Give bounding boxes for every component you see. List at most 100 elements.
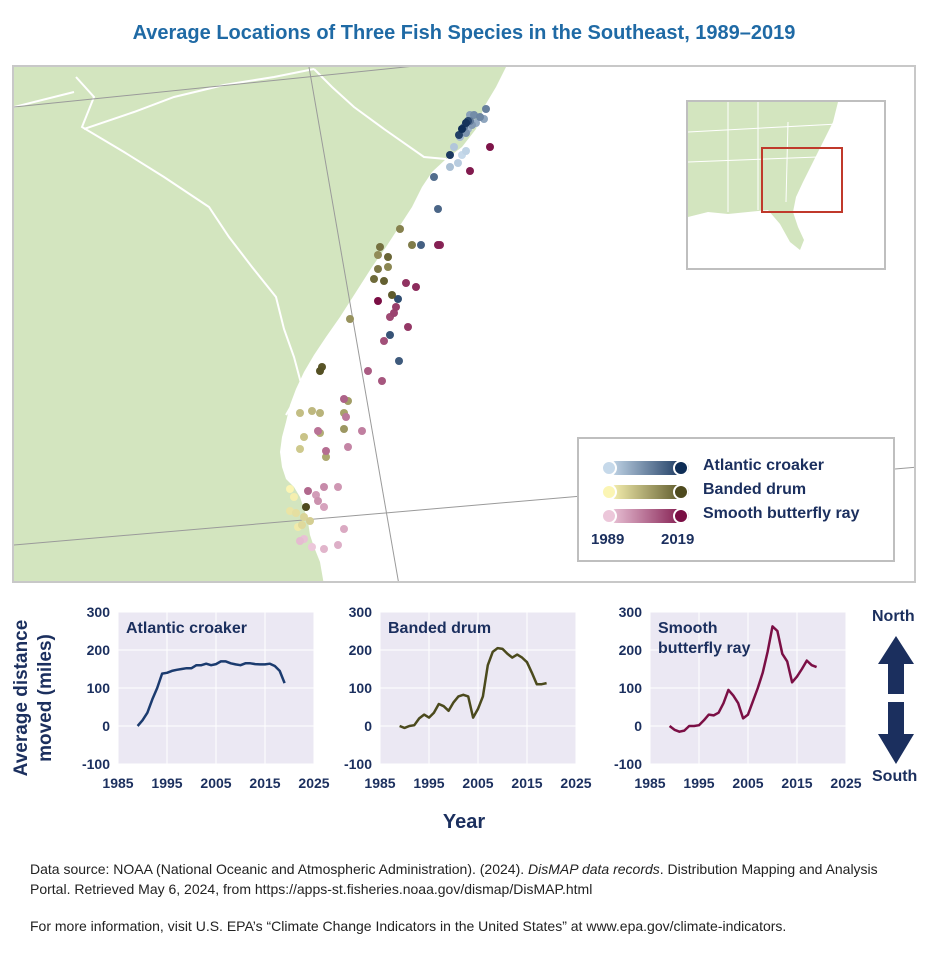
series-line <box>668 625 818 733</box>
fish-dot-croaker <box>417 241 425 249</box>
fish-dot-ray <box>392 303 400 311</box>
fish-dot-drum <box>322 453 330 461</box>
fish-dot-croaker <box>462 119 470 127</box>
state-borders <box>14 68 447 416</box>
chart-panel-3: 300 200 100 0 -100 1985 1995 2005 2015 2025 Smooth… <box>614 604 862 791</box>
legend-gradient-croaker <box>609 461 689 475</box>
series-line <box>136 660 286 727</box>
legend-gradient-ray <box>609 509 689 523</box>
map-panel: Atlantic croaker Banded drum Smooth butt… <box>12 65 916 583</box>
x-tick-label: 2015 <box>781 775 812 791</box>
data-source-note: Data source: NOAA (National Oceanic and … <box>30 861 878 897</box>
legend-label-drum: Banded drum <box>703 481 807 498</box>
fish-dot-drum <box>374 265 382 273</box>
south-label: South <box>872 768 918 785</box>
fish-dot-drum <box>408 241 416 249</box>
x-tick-label: 1985 <box>102 775 133 791</box>
series-line <box>399 646 547 730</box>
y-tick-label: 300 <box>349 604 373 620</box>
legend-start-year: 1989 <box>591 531 625 548</box>
y-tick-label: 100 <box>87 680 111 696</box>
legend-end-year: 2019 <box>661 531 695 548</box>
fish-dot-drum <box>300 513 308 521</box>
land-south <box>140 562 275 581</box>
legend-label-croaker: Atlantic croaker <box>703 457 824 474</box>
x-tick-label: 2015 <box>511 775 542 791</box>
fish-dot-drum <box>286 485 294 493</box>
fish-location-dots <box>286 105 494 553</box>
x-axis-label: Year <box>442 811 486 833</box>
fish-dot-drum <box>376 243 384 251</box>
fish-dot-ray <box>314 427 322 435</box>
y-tick-label: -100 <box>614 756 642 772</box>
fish-dot-ray <box>378 377 386 385</box>
line-charts: 300 200 100 0 -100 1985 1995 2005 2015 2025 Atlant… <box>82 604 862 791</box>
y-tick-label: 0 <box>634 718 642 734</box>
fish-dot-ray <box>486 143 494 151</box>
fish-dot-ray <box>314 497 322 505</box>
fish-dot-croaker <box>454 159 462 167</box>
fish-dot-croaker <box>446 151 454 159</box>
fish-dot-drum <box>346 315 354 323</box>
legend-label-ray: Smooth butterfly ray <box>703 505 860 522</box>
fish-dot-ray <box>380 337 388 345</box>
x-tick-label: 2005 <box>732 775 763 791</box>
chart-panel-title: Banded drum <box>388 620 491 637</box>
fish-dot-ray <box>296 537 304 545</box>
north-label: North <box>872 608 915 625</box>
fish-dot-ray <box>320 503 328 511</box>
y-tick-label: 0 <box>102 718 110 734</box>
fish-dot-drum <box>290 493 298 501</box>
fish-dot-drum <box>308 407 316 415</box>
x-tick-label: 1995 <box>683 775 714 791</box>
fish-dot-drum <box>296 409 304 417</box>
fish-dot-ray <box>402 279 410 287</box>
fish-dot-croaker <box>455 131 463 139</box>
fish-dot-croaker <box>462 147 470 155</box>
fish-dot-croaker <box>394 295 402 303</box>
chart-title: Average Locations of Three Fish Species … <box>132 22 796 44</box>
south-arrow-icon <box>878 702 914 764</box>
fish-dot-drum <box>316 409 324 417</box>
fish-dot-croaker <box>458 125 466 133</box>
fish-dot-drum <box>380 277 388 285</box>
y-tick-label: 300 <box>619 604 643 620</box>
x-tick-label: 2025 <box>830 775 861 791</box>
fish-dot-croaker <box>446 163 454 171</box>
north-south-arrows <box>878 636 914 764</box>
fish-dot-croaker <box>450 143 458 151</box>
fish-dot-ray <box>340 525 348 533</box>
fish-dot-ray <box>358 427 366 435</box>
fish-dot-drum <box>316 367 324 375</box>
fish-dot-ray <box>334 541 342 549</box>
legend: Atlantic croaker Banded drum Smooth butt… <box>577 437 895 562</box>
fish-dot-drum <box>302 503 310 511</box>
land-mass <box>14 67 506 581</box>
fish-dot-ray <box>322 447 330 455</box>
x-tick-label: 2005 <box>200 775 231 791</box>
more-info-note: For more information, visit U.S. EPA’s “… <box>30 918 787 934</box>
x-tick-label: 1995 <box>413 775 444 791</box>
fish-dot-ray <box>412 283 420 291</box>
fish-dot-drum <box>300 433 308 441</box>
x-tick-label: 2025 <box>560 775 591 791</box>
x-tick-label: 1995 <box>151 775 182 791</box>
fish-dot-ray <box>344 443 352 451</box>
fish-dot-drum <box>384 253 392 261</box>
fish-dot-croaker <box>395 357 403 365</box>
fish-dot-drum <box>306 517 314 525</box>
fish-dot-croaker <box>482 105 490 113</box>
fish-dot-drum <box>388 291 396 299</box>
fish-dot-drum <box>298 521 306 529</box>
y-tick-label: 300 <box>87 604 111 620</box>
inset-region-box <box>761 147 843 213</box>
fish-dot-ray <box>374 297 382 305</box>
fish-dot-drum <box>384 263 392 271</box>
chart-panel-title: Smooth <box>658 620 718 637</box>
x-tick-label: 1985 <box>634 775 665 791</box>
y-tick-label: 100 <box>349 680 373 696</box>
x-tick-label: 1985 <box>364 775 395 791</box>
inset-map <box>686 100 886 270</box>
y-tick-label: 100 <box>619 680 643 696</box>
fish-dot-ray <box>434 241 442 249</box>
